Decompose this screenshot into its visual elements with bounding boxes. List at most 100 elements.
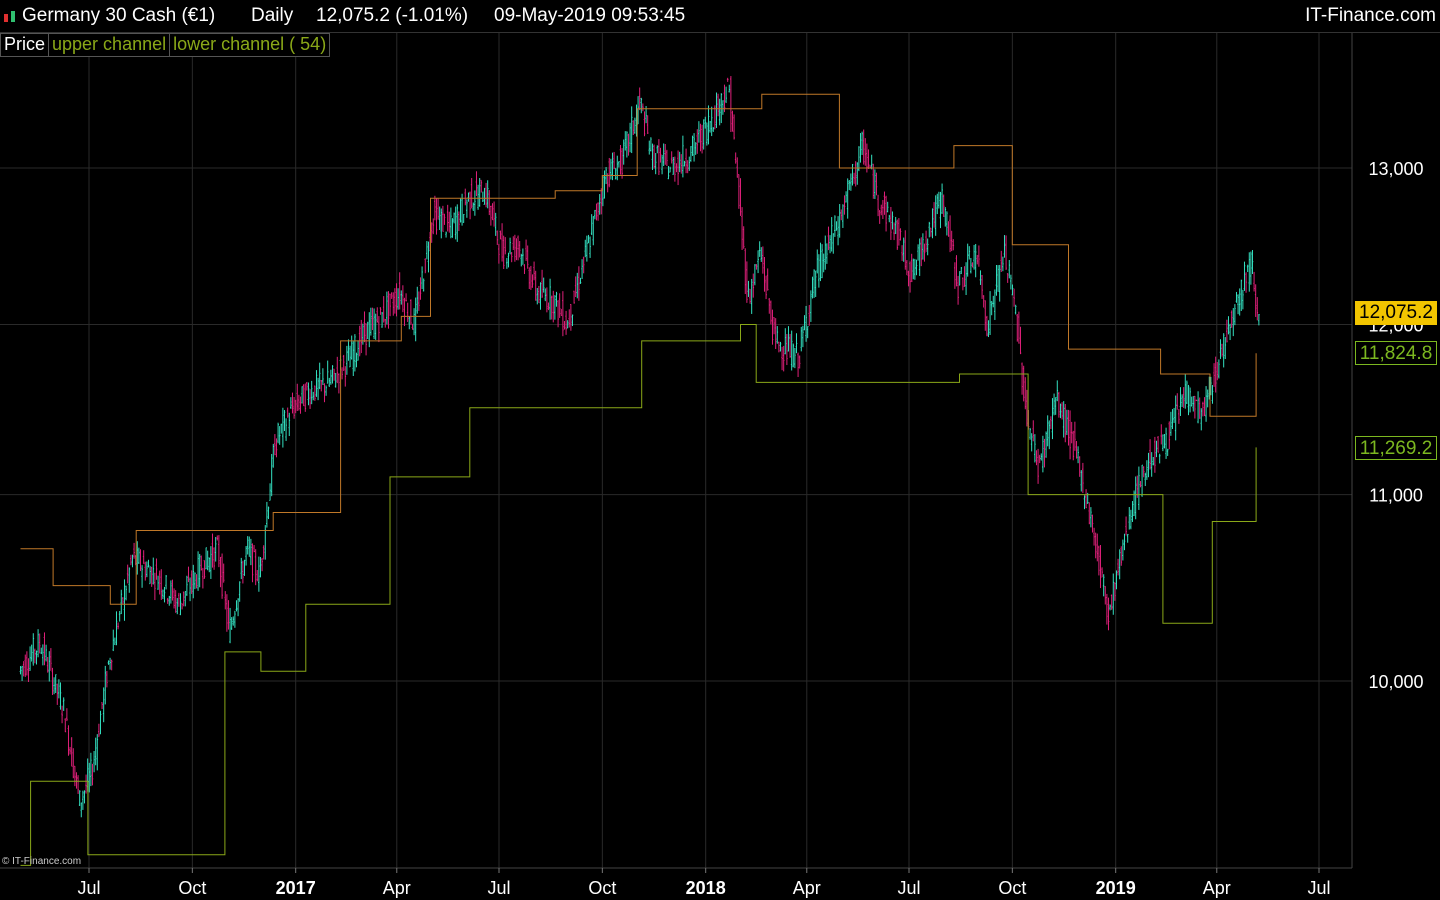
price-candle (1051, 398, 1054, 440)
price-candle (270, 453, 273, 497)
price-candle (224, 591, 227, 610)
price-candle (421, 266, 423, 290)
price-candle (83, 790, 86, 804)
price-candle (198, 553, 201, 588)
price-candle (1002, 256, 1004, 272)
price-candle (248, 536, 251, 557)
price-candle (1130, 509, 1132, 530)
price-candle (336, 356, 339, 384)
grid-lines (0, 32, 1352, 868)
price-candle (200, 555, 203, 571)
price-candle (456, 204, 459, 242)
price-candle (550, 295, 553, 320)
price-candle (253, 545, 255, 553)
price-candle (30, 644, 33, 662)
price-candle (262, 545, 265, 560)
price-candle (936, 193, 939, 215)
price-candle (600, 188, 603, 215)
price-candle (805, 305, 807, 342)
price-candle (754, 264, 756, 286)
price-candle (1054, 397, 1057, 415)
price-candle (714, 105, 716, 130)
price-candle (190, 570, 193, 594)
price-candle (675, 163, 678, 173)
price-candle (984, 300, 987, 331)
price-candle (720, 93, 723, 124)
price-candle (1198, 397, 1201, 419)
price-candle (443, 213, 446, 225)
price-candle (1118, 549, 1121, 580)
price-candle (1008, 259, 1011, 279)
price-candle (515, 238, 518, 261)
price-candle (494, 212, 497, 236)
price-candle (342, 354, 345, 371)
price-candle (810, 290, 812, 322)
price-candle (21, 665, 23, 681)
price-candle (910, 253, 913, 283)
price-candle (931, 208, 934, 239)
price-candle (664, 143, 667, 165)
price-candle (346, 345, 348, 375)
price-candle (398, 272, 401, 310)
price-candle (1139, 481, 1142, 488)
price-candle (885, 195, 887, 232)
price-candle (40, 647, 43, 655)
x-tick-label: Oct (998, 878, 1026, 898)
price-candle (829, 235, 831, 254)
price-candle (1003, 235, 1006, 258)
price-candle (157, 575, 159, 590)
x-tick-label: 2019 (1096, 878, 1136, 898)
period-label[interactable]: Daily (251, 5, 294, 26)
price-candle (43, 632, 46, 666)
price-candle (197, 551, 199, 591)
price-candle (418, 291, 420, 311)
price-candle (125, 585, 127, 601)
price-candle (283, 410, 286, 432)
price-candle (238, 581, 241, 602)
price-candle (565, 310, 567, 335)
price-candle (744, 248, 747, 295)
price-candle (370, 307, 372, 336)
price-candle (853, 172, 855, 184)
price-candle (594, 209, 596, 220)
x-tick-label: Oct (588, 878, 616, 898)
price-candle (774, 318, 777, 350)
price-candle (621, 148, 623, 179)
price-candle (1123, 533, 1126, 551)
price-candle (680, 154, 683, 174)
price-candle (91, 763, 94, 786)
legend-upper-channel[interactable]: upper channel (49, 34, 171, 56)
price-candle (1258, 314, 1260, 326)
price-candle (1083, 495, 1086, 510)
legend-price[interactable]: Price (1, 34, 50, 56)
price-candle (416, 286, 419, 314)
price-candle (1144, 472, 1147, 487)
price-candle (149, 566, 151, 585)
price-candle (731, 110, 734, 132)
price-candle (523, 264, 526, 275)
price-candle (1112, 573, 1115, 615)
price-candle (1176, 393, 1179, 410)
price-candle (989, 291, 991, 335)
price-candle (350, 335, 353, 360)
price-candle (925, 230, 927, 252)
price-candle (614, 168, 617, 180)
price-candle (386, 291, 388, 325)
price-candle (632, 120, 635, 135)
price-candle (613, 151, 615, 170)
price-candle (147, 559, 150, 568)
x-tick-label: 2017 (276, 878, 316, 898)
price-candle (670, 151, 673, 164)
price-candle (1022, 365, 1025, 402)
price-candle (496, 230, 499, 245)
price-candle (1166, 448, 1169, 456)
price-candle (466, 199, 468, 218)
price-candle (19, 666, 22, 675)
price-candle (813, 269, 815, 298)
price-candle (789, 333, 791, 358)
legend-lower-channel[interactable]: lower channel ( 54) (173, 34, 327, 54)
price-candle (410, 299, 412, 325)
price-candle (1202, 401, 1204, 417)
price-candle (315, 370, 318, 397)
